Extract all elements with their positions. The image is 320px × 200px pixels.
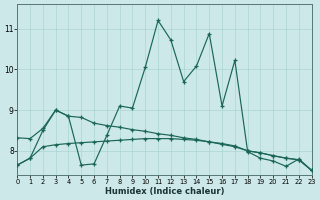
X-axis label: Humidex (Indice chaleur): Humidex (Indice chaleur) <box>105 187 224 196</box>
